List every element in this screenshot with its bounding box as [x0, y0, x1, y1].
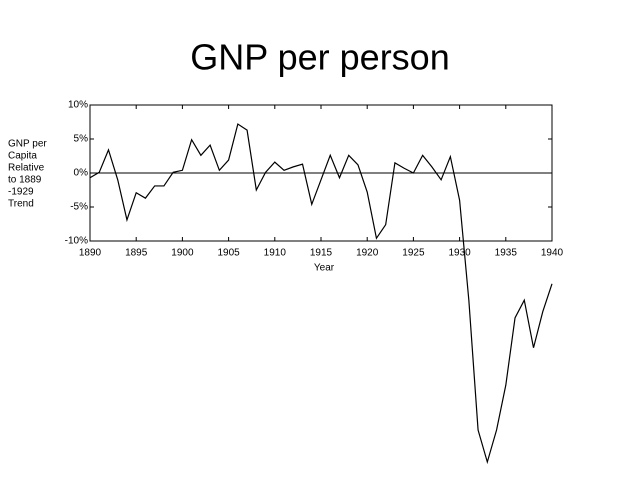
x-tick-label: 1935: [495, 248, 518, 259]
y-axis-label: Trend: [8, 199, 34, 210]
y-axis-label: to 1889: [8, 175, 42, 186]
x-tick-label: 1925: [402, 248, 425, 259]
y-tick-label: -5%: [70, 202, 88, 213]
x-tick-label: 1895: [125, 248, 148, 259]
y-tick-label: 10%: [68, 100, 88, 111]
x-tick-label: 1905: [217, 248, 240, 259]
y-axis-label: Capita: [8, 151, 37, 162]
x-tick-label: 1940: [541, 248, 564, 259]
y-axis-label: GNP per: [8, 139, 47, 150]
chart-title: GNP per person: [190, 37, 449, 78]
y-tick-label: 0%: [74, 168, 89, 179]
y-axis-label: Relative: [8, 163, 45, 174]
x-tick-label: 1890: [79, 248, 102, 259]
y-tick-label: -10%: [65, 236, 88, 247]
y-axis-label: -1929: [8, 187, 34, 198]
data-line: [89, 123, 553, 465]
x-tick-label: 1930: [448, 248, 471, 259]
x-tick-label: 1910: [264, 248, 287, 259]
x-tick-label: 1915: [310, 248, 333, 259]
y-tick-label: 5%: [74, 134, 89, 145]
x-tick-label: 1900: [171, 248, 194, 259]
x-tick-label: 1920: [356, 248, 379, 259]
x-axis-label: Year: [314, 263, 335, 274]
